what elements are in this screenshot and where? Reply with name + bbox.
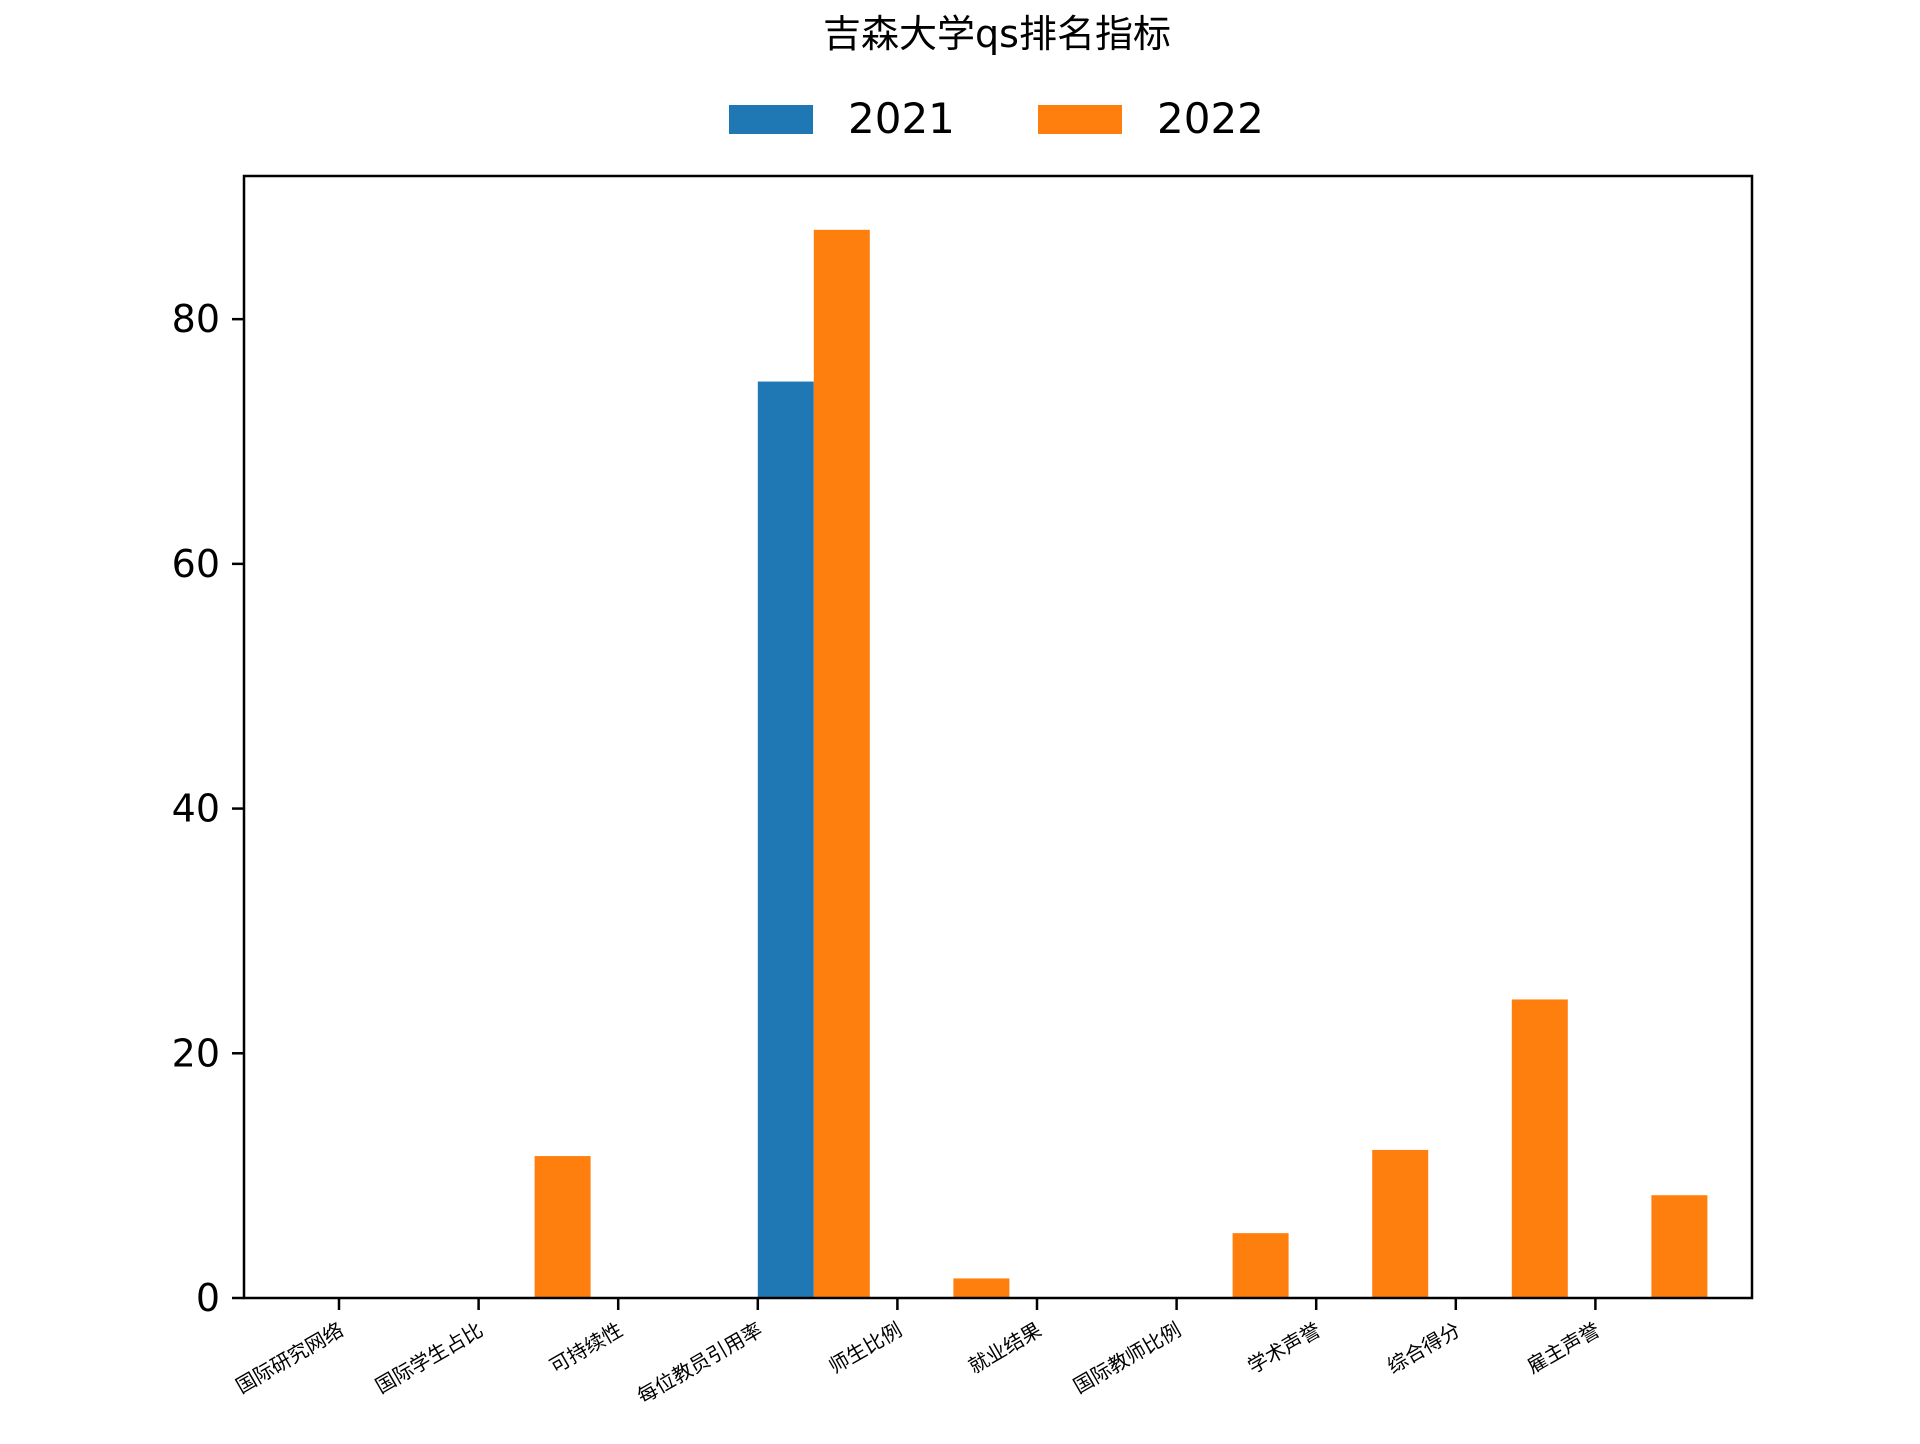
y-axis: 0 20 40 60 80 bbox=[172, 297, 244, 1320]
plot-frame bbox=[242, 174, 1754, 1300]
y-tick-label: 0 bbox=[196, 1276, 220, 1320]
legend-swatch-2021 bbox=[729, 105, 813, 134]
bar-2022-1 bbox=[534, 1156, 591, 1298]
legend-label-2022: 2022 bbox=[1157, 94, 1264, 143]
y-tick-label: 60 bbox=[172, 542, 220, 586]
legend-swatch-2022 bbox=[1038, 105, 1122, 134]
x-tick-label: 就业结果 bbox=[964, 1318, 1045, 1379]
x-tick-label: 国际教师比例 bbox=[1069, 1318, 1185, 1399]
legend-label-2021: 2021 bbox=[848, 94, 955, 143]
y-tick-label: 20 bbox=[172, 1031, 220, 1075]
bar-2022-4 bbox=[953, 1278, 1010, 1298]
y-tick-label: 80 bbox=[172, 297, 220, 341]
x-tick-label: 师生比例 bbox=[825, 1318, 906, 1379]
x-axis: 国际研究网络 国际学生占比 可持续性 每位教员引用率 师生比例 就业结果 国际教师比例 学术声… bbox=[232, 1298, 1604, 1408]
bar-2021-3 bbox=[757, 381, 814, 1298]
bar-2022-9 bbox=[1651, 1195, 1708, 1298]
bars-group bbox=[534, 229, 1708, 1298]
y-tick-label: 40 bbox=[172, 787, 220, 831]
bar-2022-7 bbox=[1372, 1149, 1429, 1298]
x-tick-label: 每位教员引用率 bbox=[633, 1318, 766, 1409]
x-tick-label: 可持续性 bbox=[545, 1318, 626, 1379]
x-tick-label: 国际研究网络 bbox=[232, 1318, 348, 1399]
chart-title: 吉森大学qs排名指标 bbox=[823, 12, 1171, 56]
x-tick-label: 学术声誉 bbox=[1243, 1318, 1324, 1379]
bar-2022-6 bbox=[1232, 1233, 1289, 1298]
x-tick-label: 国际学生占比 bbox=[371, 1318, 487, 1399]
bar-2022-3 bbox=[813, 229, 870, 1298]
legend: 2021 2022 bbox=[729, 94, 1264, 143]
x-tick-label: 综合得分 bbox=[1383, 1318, 1464, 1379]
x-tick-label: 雇主声誉 bbox=[1523, 1318, 1604, 1379]
bar-2022-8 bbox=[1511, 999, 1568, 1298]
